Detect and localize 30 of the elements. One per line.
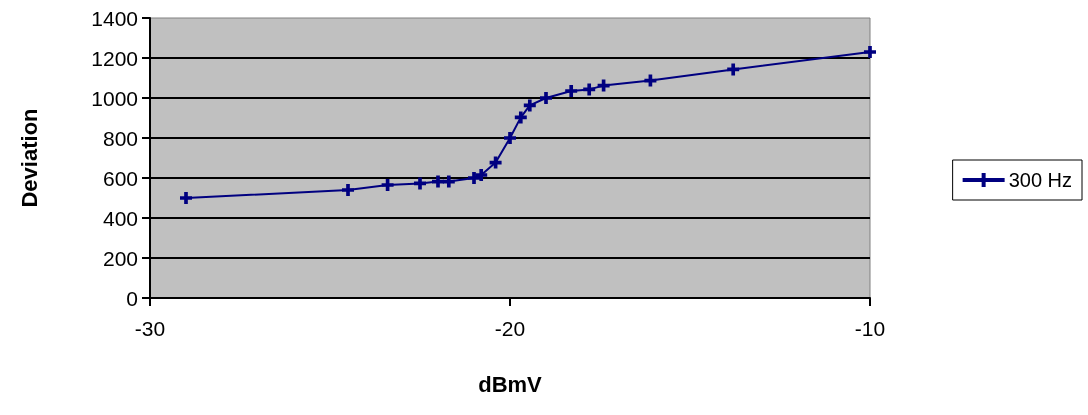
point (381, 179, 394, 191)
y-axis-title: Deviation (16, 108, 42, 208)
x-tick-label: -20 (494, 317, 526, 340)
point (442, 175, 455, 188)
x-axis-title: dBmV (478, 371, 543, 397)
point (414, 177, 426, 190)
point (514, 111, 527, 124)
x-tick-label: -10 (854, 317, 886, 340)
point (540, 92, 552, 104)
y-tick-label: 600 (102, 166, 138, 190)
point (583, 83, 596, 96)
point (864, 46, 876, 58)
x-tick-label: -30 (134, 317, 166, 340)
y-tick-label: 1000 (91, 86, 138, 110)
y-tick-label: 0 (126, 286, 138, 310)
point (432, 175, 444, 188)
point (180, 192, 192, 204)
point (727, 63, 740, 76)
point (475, 169, 488, 181)
y-tick-label: 200 (102, 246, 138, 270)
point (342, 184, 354, 196)
point (504, 132, 516, 144)
point (565, 85, 578, 97)
y-tick-label: 1400 (91, 6, 138, 30)
point (523, 99, 536, 112)
y-tick-label: 800 (102, 126, 138, 150)
legend-label: 300 Hz (1008, 169, 1073, 191)
point (468, 172, 480, 184)
y-tick-label: 1200 (91, 46, 138, 70)
y-tick-label: 400 (102, 206, 138, 230)
